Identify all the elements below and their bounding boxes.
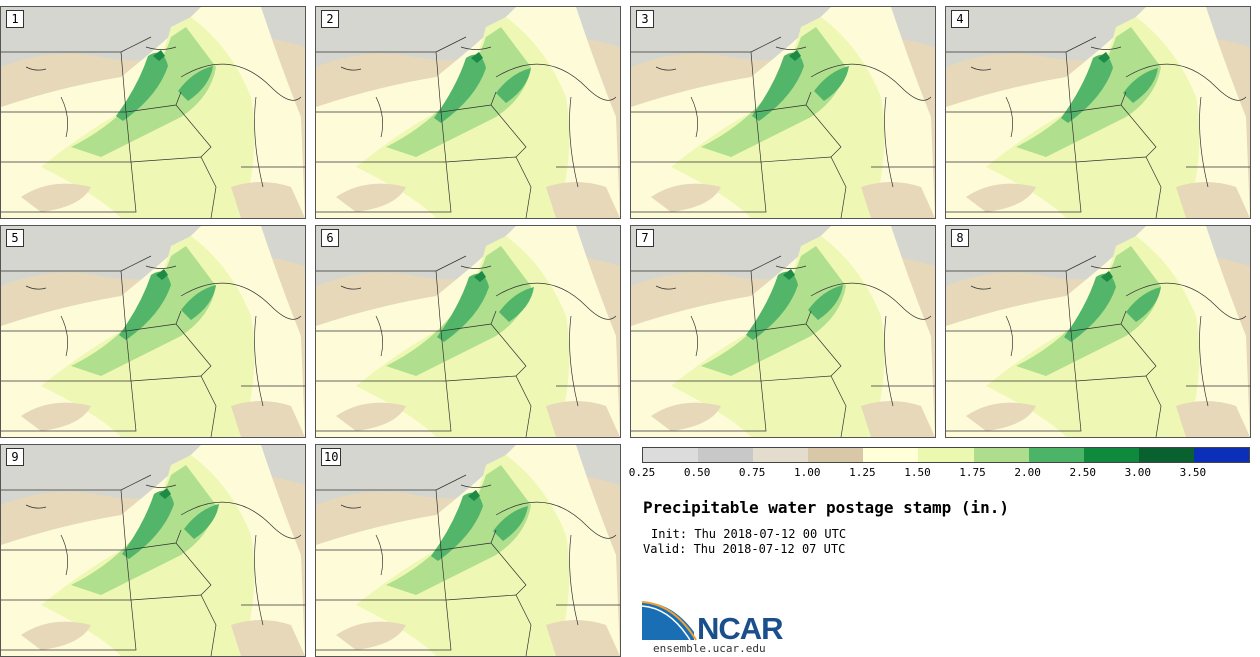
chart-title: Precipitable water postage stamp (in.) [643,498,1010,517]
colorbar-tick-label: 0.50 [683,466,711,479]
colorbar-segment [1193,448,1250,462]
colorbar-segment [918,448,974,462]
member-number-label: 8 [951,229,969,247]
colorbar-tick-label: 3.50 [1179,466,1207,479]
member-number-label: 3 [636,10,654,28]
colorbar-tick-label: 1.00 [794,466,821,479]
colorbar-segment [863,448,919,462]
colorbar-ticks: 0.25 0.50 0.75 1.00 1.25 1.50 1.75 2.00 2.50 3.00… [629,466,1248,480]
member-number-label: 4 [951,10,969,28]
colorbar-tick-label: 0.75 [738,466,766,479]
ensemble-member-map: 5 [0,225,306,438]
colorbar-tick-label: 2.50 [1069,466,1096,479]
colorbar-segment [973,448,1029,462]
member-number-label: 9 [6,448,24,466]
colorbar-segment [808,448,864,462]
logo-wordmark: NCAR [697,611,784,646]
ensemble-member-map: 3 [630,6,936,219]
colorbar-segment [643,448,699,462]
colorbar-segment [1083,448,1139,462]
member-number-label: 5 [6,229,24,247]
colorbar-tick-label: 2.00 [1014,466,1041,479]
colorbar-tick-label: 1.50 [904,466,931,479]
ncar-logo-icon [642,601,697,641]
colorbar-tick-label: 3.00 [1124,466,1152,479]
member-number-label: 6 [321,229,339,247]
member-number-label: 7 [636,229,654,247]
source-url: ensemble.ucar.edu [653,642,766,655]
ensemble-member-map: 1 [0,6,306,219]
colorbar-segment [1138,448,1194,462]
ensemble-member-map: 4 [945,6,1251,219]
member-number-label: 2 [321,10,339,28]
colorbar [642,447,1250,463]
member-number-label: 10 [321,448,342,466]
colorbar-segment [698,448,754,462]
ensemble-member-map: 6 [315,225,621,438]
ensemble-member-map: 8 [945,225,1251,438]
ensemble-member-map: 7 [630,225,936,438]
ensemble-member-map: 2 [315,6,621,219]
valid-time: Valid: Thu 2018-07-12 07 UTC [643,542,846,556]
colorbar-segment [1028,448,1084,462]
colorbar-tick-label: 1.25 [849,466,876,479]
colorbar-segment [753,448,809,462]
colorbar-tick-label: 0.25 [628,466,656,479]
init-time: Init: Thu 2018-07-12 00 UTC [651,527,847,541]
ensemble-member-map: 10 [315,444,621,657]
member-number-label: 1 [6,10,24,28]
colorbar-tick-label: 1.75 [959,466,986,479]
ensemble-member-map: 9 [0,444,306,657]
